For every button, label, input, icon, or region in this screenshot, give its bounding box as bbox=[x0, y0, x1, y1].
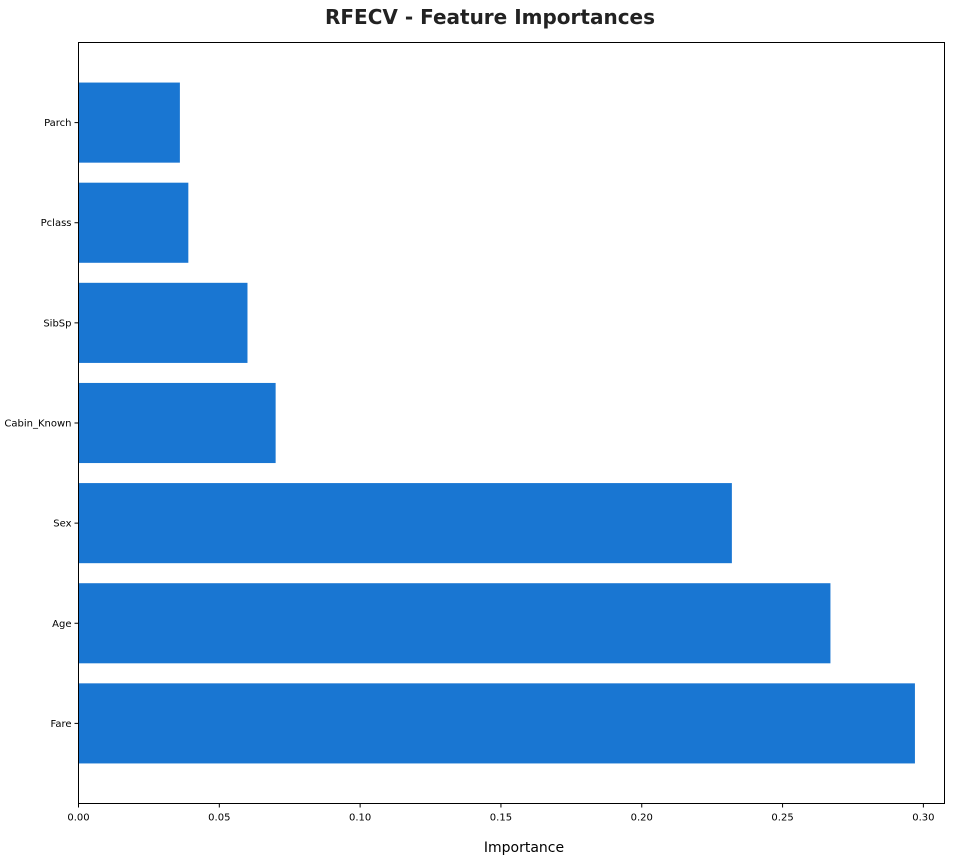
x-axis-label: Importance bbox=[484, 840, 564, 856]
bar-sibsp bbox=[78, 282, 248, 363]
y-tick-label: Pclass bbox=[41, 218, 72, 229]
bar-cabin-known bbox=[78, 382, 276, 464]
bars-group bbox=[78, 82, 915, 764]
y-axis-ticks: Fare Age Sex Cabin_Known SibSp Pclass Parch bbox=[4, 118, 79, 730]
x-tick-label: 0.00 bbox=[67, 813, 89, 824]
y-tick-label: Age bbox=[52, 619, 71, 630]
bar-fare bbox=[78, 683, 915, 764]
y-tick-label: Cabin_Known bbox=[4, 419, 71, 430]
bar-pclass bbox=[78, 182, 189, 263]
x-tick-label: 0.30 bbox=[912, 813, 934, 824]
chart-title: RFECV - Feature Importances bbox=[324, 5, 656, 29]
x-tick-label: 0.25 bbox=[771, 813, 793, 824]
x-tick-label: 0.20 bbox=[631, 813, 653, 824]
x-tick-label: 0.10 bbox=[349, 813, 371, 824]
y-tick-label: SibSp bbox=[43, 318, 71, 329]
bar-parch bbox=[78, 82, 180, 163]
y-tick-label: Sex bbox=[53, 519, 71, 530]
y-tick-label: Parch bbox=[44, 118, 71, 129]
y-tick-label: Fare bbox=[50, 719, 71, 730]
x-tick-label: 0.05 bbox=[208, 813, 230, 824]
bar-sex bbox=[78, 483, 732, 564]
bar-age bbox=[78, 583, 831, 664]
x-tick-label: 0.15 bbox=[490, 813, 512, 824]
x-axis-ticks: 0.00 0.05 0.10 0.15 0.20 0.25 0.30 bbox=[67, 803, 935, 824]
